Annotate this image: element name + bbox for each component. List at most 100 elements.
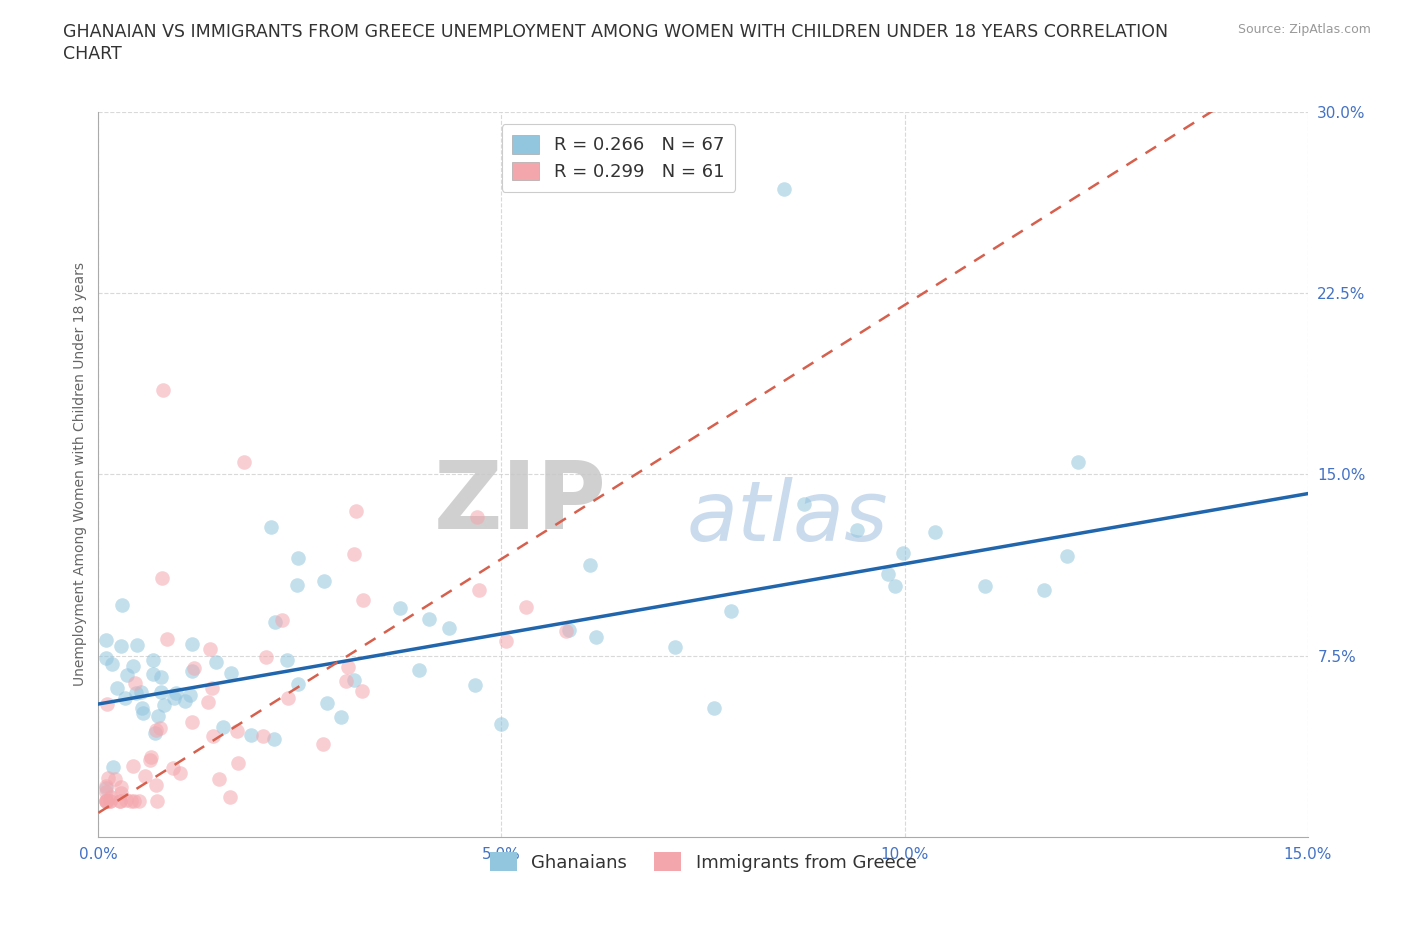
Point [585, 629, 607, 644]
Point [96, 779, 118, 794]
Point [1032, 583, 1054, 598]
Point [352, 592, 374, 607]
Text: ZIP: ZIP [433, 458, 606, 550]
Point [312, 574, 335, 589]
Point [495, 633, 517, 648]
Point [98, 793, 121, 808]
Point [173, 694, 195, 709]
Point [165, 685, 187, 700]
Text: GHANAIAN VS IMMIGRANTS FROM GREECE UNEMPLOYMENT AMONG WOMEN WITH CHILDREN UNDER : GHANAIAN VS IMMIGRANTS FROM GREECE UNEMP… [63, 23, 1168, 41]
Point [335, 673, 357, 688]
Point [110, 793, 132, 808]
Point [110, 786, 132, 801]
Point [202, 728, 225, 743]
Point [558, 622, 581, 637]
Point [276, 652, 298, 667]
Point [156, 631, 179, 646]
Text: atlas: atlas [686, 477, 889, 558]
Point [181, 715, 204, 730]
Point [315, 695, 337, 710]
Point [465, 510, 488, 525]
Y-axis label: Unemployment Among Women with Children Under 18 years: Unemployment Among Women with Children U… [73, 262, 87, 686]
Point [96, 793, 118, 808]
Point [337, 659, 360, 674]
Point [772, 181, 794, 196]
Point [98, 793, 121, 808]
Point [163, 690, 186, 705]
Point [145, 777, 167, 792]
Point [232, 455, 254, 470]
Point [344, 503, 367, 518]
Point [97, 770, 120, 785]
Point [131, 700, 153, 715]
Point [343, 672, 366, 687]
Point [312, 737, 335, 751]
Point [330, 710, 353, 724]
Point [115, 668, 138, 683]
Point [142, 667, 165, 682]
Point [121, 759, 143, 774]
Point [150, 571, 173, 586]
Point [260, 519, 283, 534]
Point [720, 604, 742, 618]
Point [418, 612, 440, 627]
Point [96, 793, 118, 808]
Text: CHART: CHART [63, 45, 122, 62]
Point [408, 663, 430, 678]
Legend: Ghanaians, Immigrants from Greece: Ghanaians, Immigrants from Greece [482, 845, 924, 879]
Point [108, 793, 131, 808]
Point [180, 663, 202, 678]
Point [183, 660, 205, 675]
Point [148, 709, 170, 724]
Point [96, 785, 118, 800]
Point [877, 566, 900, 581]
Point [96, 651, 118, 666]
Point [143, 725, 166, 740]
Point [149, 684, 172, 699]
Point [893, 545, 915, 560]
Point [201, 681, 224, 696]
Point [703, 700, 725, 715]
Point [169, 765, 191, 780]
Point [287, 578, 309, 592]
Point [152, 382, 174, 397]
Text: Source: ZipAtlas.com: Source: ZipAtlas.com [1237, 23, 1371, 36]
Point [205, 654, 228, 669]
Point [162, 761, 184, 776]
Point [103, 771, 125, 786]
Point [115, 792, 138, 807]
Point [263, 615, 285, 630]
Point [96, 781, 118, 796]
Point [1056, 549, 1078, 564]
Point [149, 721, 172, 736]
Point [793, 497, 815, 512]
Point [134, 769, 156, 784]
Point [226, 756, 249, 771]
Point [122, 658, 145, 673]
Point [212, 720, 235, 735]
Point [277, 691, 299, 706]
Point [96, 632, 118, 647]
Point [128, 793, 150, 808]
Point [664, 640, 686, 655]
Point [111, 598, 134, 613]
Point [271, 613, 294, 628]
Point [352, 684, 374, 698]
Point [240, 728, 263, 743]
Point [105, 681, 128, 696]
Point [287, 677, 309, 692]
Point [489, 716, 512, 731]
Point [884, 578, 907, 593]
Point [124, 675, 146, 690]
Point [974, 578, 997, 593]
Point [343, 547, 366, 562]
Point [197, 695, 219, 710]
Point [579, 557, 602, 572]
Point [142, 653, 165, 668]
Point [219, 790, 242, 804]
Point [145, 723, 167, 737]
Point [464, 678, 486, 693]
Point [114, 690, 136, 705]
Point [468, 582, 491, 597]
Point [179, 687, 201, 702]
